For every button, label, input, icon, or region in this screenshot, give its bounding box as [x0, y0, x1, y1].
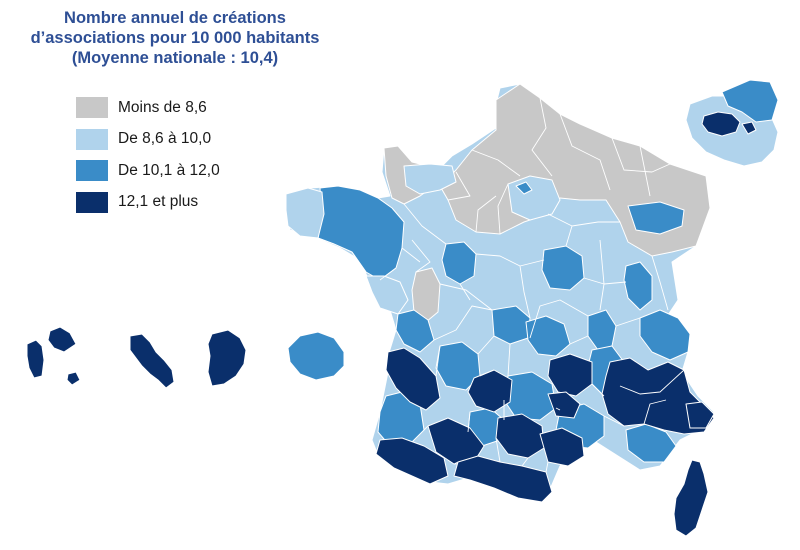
allier-loire[interactable] [547, 353, 593, 397]
legend-item-12-1-et-plus: 12,1 et plus [76, 187, 220, 219]
pyrenees-south[interactable] [453, 455, 553, 503]
haute-marne-area[interactable] [623, 261, 653, 311]
martinique[interactable] [129, 333, 175, 389]
idf-inset-east[interactable] [721, 79, 779, 123]
savoie-area[interactable] [639, 309, 691, 361]
legend-item-8-6-a-10-0: De 8,6 à 10,0 [76, 124, 220, 156]
guyane[interactable] [207, 329, 247, 387]
legend-swatch [76, 97, 108, 119]
legend-label: Moins de 8,6 [118, 98, 207, 116]
cher-area[interactable] [525, 315, 571, 357]
paris-small[interactable] [515, 181, 533, 195]
charente-maritime[interactable] [385, 347, 441, 411]
legend-swatch [76, 160, 108, 182]
legend-label: 12,1 et plus [118, 193, 199, 211]
guadeloupe[interactable] [26, 326, 81, 386]
sarthe-grey[interactable] [411, 267, 441, 323]
alpes-maritimes[interactable] [685, 401, 715, 429]
idf-inset-hauts-de-seine[interactable] [741, 121, 757, 135]
landes-pyrenees-atlantiques[interactable] [375, 437, 449, 485]
legend-item-moins-de-8-6: Moins de 8,6 [76, 92, 220, 124]
la-reunion[interactable] [287, 331, 345, 381]
gers-haute-garonne[interactable] [427, 417, 485, 465]
metropolitan-france [285, 83, 715, 537]
legend-label: De 8,6 à 10,0 [118, 130, 212, 148]
calvados[interactable] [403, 163, 457, 195]
title-line-1: Nombre annuel de créations [64, 9, 286, 27]
cantal-lozere[interactable] [547, 391, 581, 419]
loiret[interactable] [541, 245, 585, 291]
moselle[interactable] [627, 201, 685, 235]
aveyron-tarn[interactable] [495, 413, 545, 459]
ile-de-france-inset [685, 79, 779, 167]
title-line-2: d’associations pour 10 000 habitants [30, 29, 320, 47]
dordogne[interactable] [467, 369, 513, 413]
title-line-3: (Moyenne nationale : 10,4) [71, 49, 279, 67]
loire-atlantique-area[interactable] [365, 275, 409, 315]
legend-swatch [76, 128, 108, 150]
legend-swatch [76, 191, 108, 213]
legend: Moins de 8,6 De 8,6 à 10,0 De 10,1 à 12,… [76, 92, 220, 218]
ile-de-france-ring[interactable] [507, 175, 561, 221]
vendee-area[interactable] [395, 309, 435, 353]
overseas-territories [26, 326, 345, 389]
mayenne[interactable] [441, 241, 477, 285]
map-title: Nombre annuel de créations d’association… [10, 8, 340, 68]
idf-inset-paris[interactable] [701, 111, 741, 137]
legend-label: De 10,1 à 12,0 [118, 161, 220, 179]
rhone-alpes-south[interactable] [601, 357, 715, 435]
legend-item-10-1-a-12-0: De 10,1 à 12,0 [76, 155, 220, 187]
department-borders [317, 97, 685, 473]
corse[interactable] [673, 459, 709, 537]
